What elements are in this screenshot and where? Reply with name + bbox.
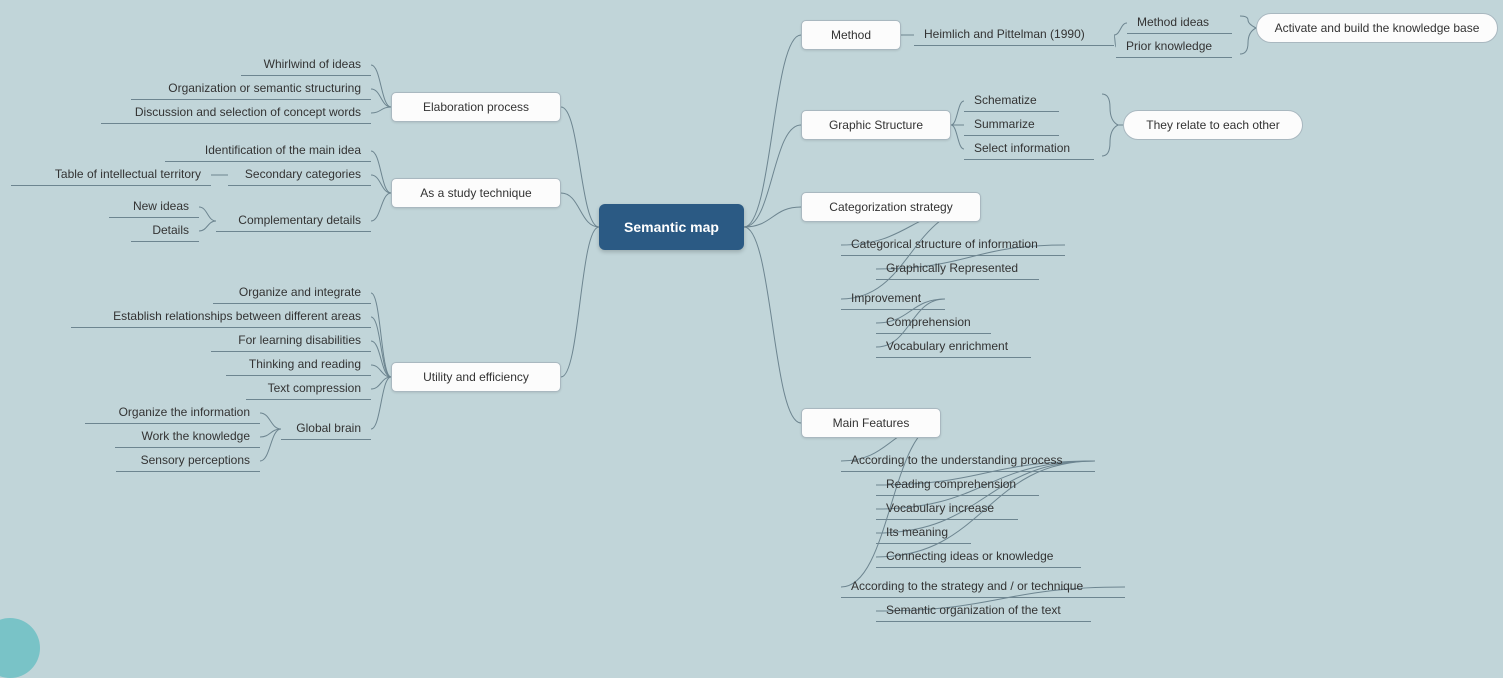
node-sch: Schematize [964,90,1059,112]
node-oi: Organize and integrate [213,282,371,304]
node-voc: Vocabulary enrichment [876,336,1031,358]
node-sel: Select information [964,138,1094,160]
node-tit: Table of intellectual territory [11,164,211,186]
node-comp: Complementary details [216,210,371,232]
node-disc: Discussion and selection of concept word… [101,102,371,124]
node-oti: Organize the information [85,402,260,424]
node-im: Its meaning [876,522,971,544]
node-abk: Activate and build the knowledge base [1256,13,1498,43]
node-sp: Sensory perceptions [116,450,260,472]
node-csi: Categorical structure of information [841,234,1065,256]
node-ci: Connecting ideas or knowledge [876,546,1081,568]
node-ld: For learning disabilities [211,330,371,352]
node-hp: Heimlich and Pittelman (1990) [914,24,1114,46]
node-wtk: Work the knowledge [115,426,260,448]
node-new: New ideas [109,196,199,218]
node-imp: Improvement [841,288,945,310]
node-mf: Main Features [801,408,941,438]
node-elab: Elaboration process [391,92,561,122]
node-org: Organization or semantic structuring [131,78,371,100]
node-sot: Semantic organization of the text [876,600,1091,622]
node-vi: Vocabulary increase [876,498,1018,520]
node-gr: Graphically Represented [876,258,1039,280]
node-main: Identification of the main idea [165,140,371,162]
node-tr: Thinking and reading [226,354,371,376]
node-root: Semantic map [599,204,744,250]
node-rc: Reading comprehension [876,474,1039,496]
node-whirl: Whirlwind of ideas [241,54,371,76]
node-util: Utility and efficiency [391,362,561,392]
node-sec: Secondary categories [228,164,371,186]
node-acp: According to the understanding process [841,450,1095,472]
node-det: Details [131,220,199,242]
node-pk: Prior knowledge [1116,36,1232,58]
node-gb: Global brain [281,418,371,440]
node-mi: Method ideas [1127,12,1232,34]
node-erel: Establish relationships between differen… [71,306,371,328]
node-tc: Text compression [246,378,371,400]
node-comph: Comprehension [876,312,991,334]
node-sum: Summarize [964,114,1059,136]
node-study: As a study technique [391,178,561,208]
decorative-corner [0,618,40,678]
node-method: Method [801,20,901,50]
node-gs: Graphic Structure [801,110,951,140]
node-cat: Categorization strategy [801,192,981,222]
node-ast: According to the strategy and / or techn… [841,576,1125,598]
node-rel: They relate to each other [1123,110,1303,140]
